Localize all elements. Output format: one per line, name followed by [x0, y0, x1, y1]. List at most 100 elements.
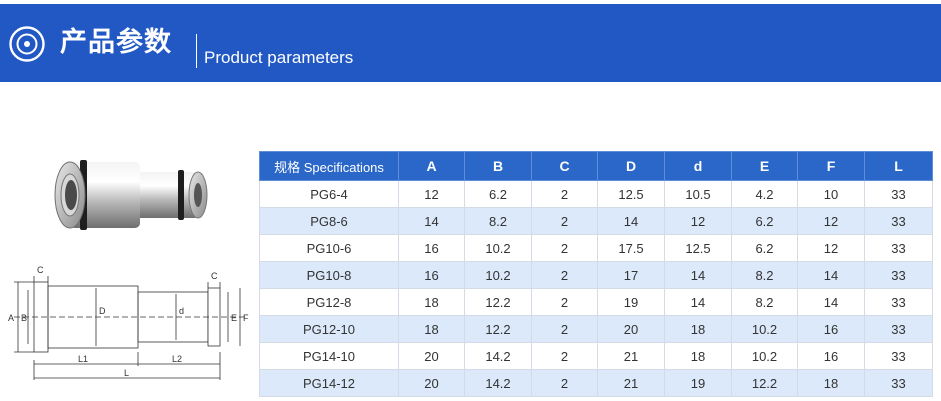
cell-A: 20: [398, 369, 465, 397]
table-row: PG8-6 14 8.2 2 14 12 6.2 12 33: [259, 207, 933, 235]
cell-E: 10.2: [731, 342, 798, 370]
cell-E: 4.2: [731, 180, 798, 208]
cell-d: 10.5: [664, 180, 732, 208]
cell-A: 20: [398, 342, 465, 370]
cell-B: 14.2: [464, 342, 532, 370]
cell-spec: PG14-10: [259, 342, 399, 370]
cell-F: 14: [797, 261, 865, 289]
cell-B: 12.2: [464, 288, 532, 316]
cell-F: 12: [797, 207, 865, 235]
table-row: PG12-8 18 12.2 2 19 14 8.2 14 33: [259, 288, 933, 316]
cell-d: 14: [664, 261, 732, 289]
cell-F: 16: [797, 315, 865, 343]
cell-A: 18: [398, 315, 465, 343]
cell-E: 6.2: [731, 234, 798, 262]
table-row: PG14-10 20 14.2 2 21 18 10.2 16 33: [259, 342, 933, 370]
cell-d: 18: [664, 342, 732, 370]
cell-d: 19: [664, 369, 732, 397]
cell-spec: PG12-8: [259, 288, 399, 316]
cell-d: 12: [664, 207, 732, 235]
banner-divider: [196, 34, 197, 68]
cell-C: 2: [531, 342, 598, 370]
cell-spec: PG10-8: [259, 261, 399, 289]
cell-F: 14: [797, 288, 865, 316]
cell-E: 6.2: [731, 207, 798, 235]
label-l2: L2: [172, 354, 182, 364]
dimension-drawing: C C A B D d E F L1 L2 L: [8, 265, 249, 380]
table-row: PG10-6 16 10.2 2 17.5 12.5 6.2 12 33: [259, 234, 933, 262]
cell-F: 12: [797, 234, 865, 262]
cell-B: 6.2: [464, 180, 532, 208]
header-F: F: [797, 151, 865, 181]
cell-spec: PG6-4: [259, 180, 399, 208]
cell-L: 33: [864, 234, 933, 262]
header-banner: 产品参数 Product parameters: [0, 4, 941, 82]
cell-D: 20: [597, 315, 665, 343]
label-a: A: [8, 313, 14, 323]
label-D: D: [99, 306, 106, 316]
table-body: PG6-4 12 6.2 2 12.5 10.5 4.2 10 33 PG8-6…: [259, 180, 933, 397]
cell-spec: PG12-10: [259, 315, 399, 343]
label-c-right: C: [211, 271, 218, 281]
cell-B: 12.2: [464, 315, 532, 343]
cell-A: 16: [398, 261, 465, 289]
cell-C: 2: [531, 180, 598, 208]
label-f: F: [243, 313, 249, 323]
cell-d: 18: [664, 315, 732, 343]
cell-L: 33: [864, 261, 933, 289]
table-header: 规格 Specifications A B C D d E F L: [259, 151, 933, 181]
header-L: L: [864, 151, 933, 181]
table-row: PG12-10 18 12.2 2 20 18 10.2 16 33: [259, 315, 933, 343]
cell-A: 14: [398, 207, 465, 235]
cell-D: 21: [597, 342, 665, 370]
label-l: L: [124, 368, 129, 378]
cell-B: 8.2: [464, 207, 532, 235]
table-row: PG14-12 20 14.2 2 21 19 12.2 18 33: [259, 369, 933, 397]
cell-E: 10.2: [731, 315, 798, 343]
cell-A: 12: [398, 180, 465, 208]
header-D: D: [597, 151, 665, 181]
cell-L: 33: [864, 288, 933, 316]
header-B: B: [464, 151, 532, 181]
cell-spec: PG10-6: [259, 234, 399, 262]
cell-F: 18: [797, 369, 865, 397]
header-row: 规格 Specifications A B C D d E F L: [259, 151, 933, 181]
cell-B: 14.2: [464, 369, 532, 397]
target-circle-icon: [9, 26, 45, 62]
cell-D: 21: [597, 369, 665, 397]
cell-E: 8.2: [731, 288, 798, 316]
cell-spec: PG14-12: [259, 369, 399, 397]
label-l1: L1: [78, 354, 88, 364]
cell-d: 14: [664, 288, 732, 316]
cell-C: 2: [531, 261, 598, 289]
cell-A: 18: [398, 288, 465, 316]
label-d: d: [179, 306, 184, 316]
header-A: A: [398, 151, 465, 181]
cell-d: 12.5: [664, 234, 732, 262]
cell-C: 2: [531, 288, 598, 316]
label-e: E: [231, 313, 237, 323]
specifications-table: 规格 Specifications A B C D d E F L PG6-4 …: [259, 151, 933, 397]
cell-L: 33: [864, 207, 933, 235]
cell-D: 17: [597, 261, 665, 289]
header-E: E: [731, 151, 798, 181]
banner-title-en: Product parameters: [204, 48, 354, 67]
cell-L: 33: [864, 369, 933, 397]
product-photo: [54, 160, 208, 230]
table-row: PG6-4 12 6.2 2 12.5 10.5 4.2 10 33: [259, 180, 933, 208]
cell-A: 16: [398, 234, 465, 262]
cell-L: 33: [864, 315, 933, 343]
cell-D: 17.5: [597, 234, 665, 262]
cell-D: 19: [597, 288, 665, 316]
cell-E: 12.2: [731, 369, 798, 397]
cell-E: 8.2: [731, 261, 798, 289]
header-specifications: 规格 Specifications: [259, 151, 399, 181]
cell-spec: PG8-6: [259, 207, 399, 235]
banner-title-zh: 产品参数: [60, 27, 172, 58]
cell-C: 2: [531, 369, 598, 397]
header-d: d: [664, 151, 732, 181]
cell-L: 33: [864, 342, 933, 370]
header-C: C: [531, 151, 598, 181]
cell-C: 2: [531, 207, 598, 235]
cell-F: 10: [797, 180, 865, 208]
